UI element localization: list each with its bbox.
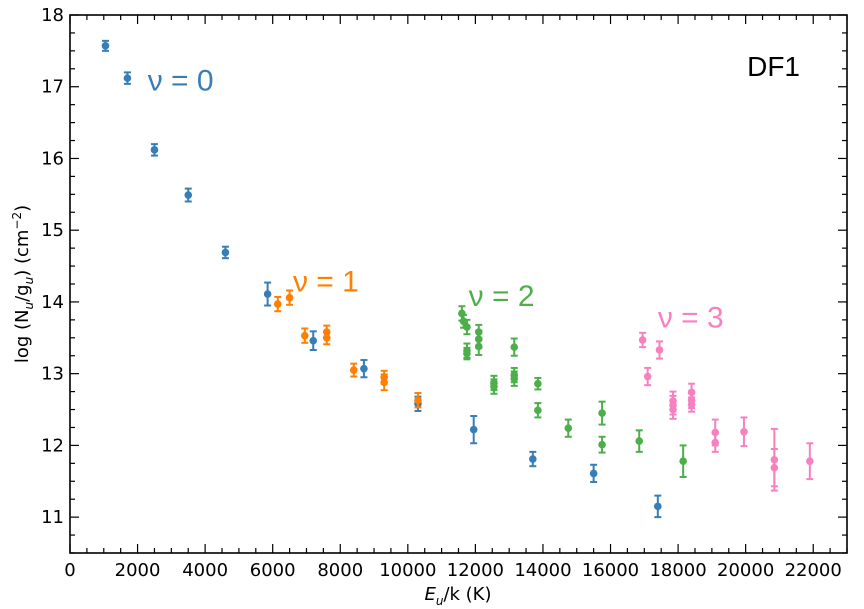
data-point [273,300,282,308]
data-points [101,39,814,519]
data-point [564,424,573,432]
y-axis-label-sup: −2 [10,212,24,230]
x-tick-label: 12000 [447,560,504,581]
series-v2 [458,305,687,478]
x-tick-label: 20000 [717,560,774,581]
y-axis-label-part: /g [12,284,33,302]
data-point [711,438,720,447]
data-point [463,323,471,331]
x-tick-label: 8000 [317,560,363,581]
x-tick-label: 6000 [250,560,296,581]
x-tick-label: 4000 [182,560,228,581]
y-tick-label: 15 [41,220,64,241]
data-point [770,463,779,472]
data-point [598,409,606,417]
x-tick-label: 18000 [649,560,706,581]
series-v0 [101,39,662,519]
y-axis-label-sub: u [22,276,36,284]
data-point [322,334,331,342]
x-tick-label: 16000 [582,560,639,581]
data-point [534,406,542,415]
data-point [490,382,498,391]
data-point [529,455,537,463]
x-axis-label: Eu/k (K) [424,584,491,608]
y-tick-label: 11 [41,507,64,528]
data-point [806,457,814,465]
data-point [300,331,309,340]
y-axis-label: log (Nu/gu) (cm−2) [10,205,36,363]
data-point [463,349,471,358]
x-tick-label: 2000 [115,560,161,581]
y-tick-label: 12 [41,435,64,456]
data-point [654,502,662,511]
data-point [669,405,677,414]
data-point [589,469,598,478]
data-point [638,336,647,344]
data-point [643,372,652,381]
data-point [635,437,644,445]
annotation-v2: ν = 2 [469,280,535,313]
annotation-v1: ν = 1 [293,265,359,298]
data-point [360,364,368,373]
x-axis-label-symbol: E [424,584,436,605]
x-axis-label-rest: /k (K) [443,584,491,605]
y-tick-label: 18 [41,5,64,26]
data-point [123,74,132,82]
data-point [687,400,696,409]
data-point [101,42,110,50]
axis-ticks: 0 2000 4000 6000 8000 10000 12000 14000 16000 180… [41,5,848,581]
series-v1 [273,289,422,409]
y-axis-label-part: ) [12,205,33,212]
x-tick-label: 10000 [379,560,436,581]
data-point [349,366,358,374]
x-tick-label: 14000 [514,560,571,581]
x-tick-label: 0 [64,560,75,581]
data-point [655,346,664,354]
y-axis-label-part: log (N [12,310,33,364]
data-point [221,248,230,257]
y-tick-label: 14 [41,292,64,313]
y-tick-label: 17 [41,77,64,98]
data-point [414,396,422,405]
data-point [679,457,687,465]
annotation-v0: ν = 0 [148,65,214,98]
annotation-v3: ν = 3 [658,301,724,334]
data-point [380,378,388,387]
data-point [285,293,294,302]
series-v3 [638,331,814,492]
x-tick-label: 22000 [785,560,842,581]
y-tick-label: 16 [41,148,64,169]
y-axis-label-sub: u [22,302,36,310]
data-point [510,374,519,383]
x-axis-label-sub: u [436,594,444,608]
data-point [598,440,606,449]
data-point [150,146,159,154]
data-point [309,336,318,345]
data-point [184,191,193,199]
data-point [474,342,483,351]
panel-label: DF1 [747,51,800,82]
y-axis-label-part: ) (cm [12,230,33,277]
data-point [263,290,272,298]
annotations: ν = 0 ν = 1 ν = 2 ν = 3 [148,65,724,335]
data-point [469,425,478,434]
data-point [740,427,748,436]
data-point [534,379,542,388]
y-tick-label: 13 [41,364,64,385]
data-point [510,343,519,351]
